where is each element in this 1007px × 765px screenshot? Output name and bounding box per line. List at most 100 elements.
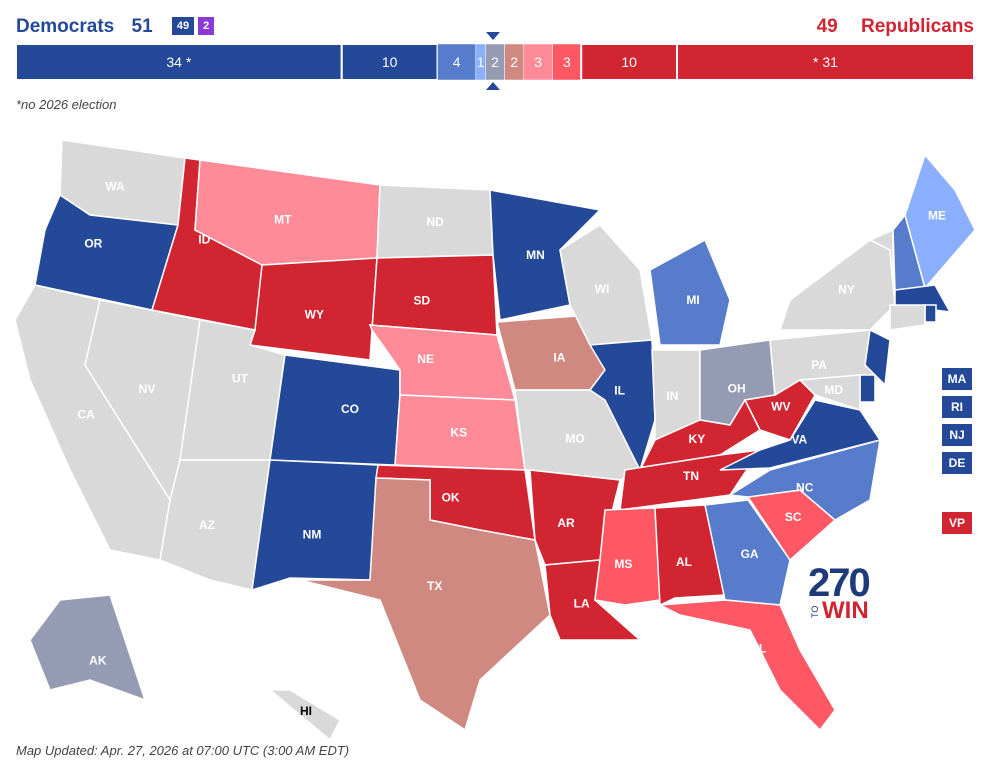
state-label: MD (824, 383, 843, 397)
state[interactable] (904, 153, 976, 290)
state[interactable] (704, 499, 791, 606)
bar-segment-label: 34 * (166, 54, 191, 70)
state[interactable] (29, 594, 201, 721)
logo-number: 270 (808, 561, 869, 605)
state-label: CA (77, 407, 95, 421)
state-label: NE (417, 352, 434, 366)
state-label: SC (785, 510, 802, 524)
state-label: MS (614, 557, 632, 571)
state-label: ID (198, 233, 210, 247)
state-label: IA (553, 350, 565, 364)
seat-bar: 34 * 10 4 1 2 2 3 3 10 * 31 (15, 32, 976, 90)
logo-to: TO (810, 606, 820, 618)
bar-segment-label: 1 (477, 54, 485, 70)
majority-marker (486, 82, 500, 90)
rep-label: Republicans (861, 16, 974, 37)
state[interactable] (368, 254, 498, 336)
bar-segment (552, 43, 582, 81)
state-label: NV (139, 382, 156, 396)
state[interactable] (657, 599, 836, 732)
bar-segment-label: 3 (563, 54, 571, 70)
state[interactable] (251, 459, 379, 592)
side-box[interactable] (942, 368, 972, 390)
seat-badge: 2 (198, 17, 215, 35)
bar-segment (523, 43, 553, 81)
bar-segment (676, 43, 976, 81)
state-label: FL (752, 641, 767, 655)
vp-box[interactable] (942, 512, 972, 534)
state[interactable] (719, 399, 882, 471)
bar-segment (340, 43, 439, 81)
state[interactable] (798, 374, 861, 412)
bar-segment (437, 43, 477, 81)
rep-header: 49 Republicans (817, 16, 974, 38)
bar-segment-label: 2 (510, 54, 518, 70)
state-label: CO (341, 402, 359, 416)
state-label: UT (232, 371, 249, 385)
bar-segment-label: 2 (491, 54, 499, 70)
state-label: OR (84, 236, 102, 250)
state[interactable] (654, 504, 726, 607)
state[interactable] (649, 238, 731, 346)
state[interactable] (864, 328, 891, 387)
state-label: OK (442, 491, 460, 505)
seat-badge: 49 (171, 17, 195, 35)
state-label: MI (686, 293, 699, 307)
note: *no 2026 election (16, 97, 117, 112)
state-label: GA (741, 547, 759, 561)
side-box[interactable] (942, 424, 972, 446)
state[interactable] (859, 374, 876, 403)
majority-marker (486, 32, 500, 40)
state-label: KS (450, 426, 467, 440)
side-box[interactable] (942, 452, 972, 474)
state[interactable] (267, 689, 341, 740)
side-box-label: NJ (949, 428, 964, 442)
vp-label: VP (949, 516, 965, 530)
footer: Map Updated: Apr. 27, 2026 at 07:00 UTC … (16, 743, 350, 758)
state-label: KY (689, 432, 706, 446)
state-label: HI (300, 704, 312, 718)
state[interactable] (269, 354, 401, 466)
state-label: AZ (199, 518, 215, 532)
bar-segment-label: 3 (534, 54, 542, 70)
state-label: AR (557, 516, 575, 530)
bar-segment-label: 10 (621, 54, 637, 70)
state-label: OH (728, 381, 746, 395)
state-label: AK (89, 654, 107, 668)
state-label: NC (796, 480, 814, 494)
state[interactable] (299, 477, 551, 732)
rep-total: 49 (816, 16, 838, 37)
us-map: WA OR CA NV ID MT WY UT AZ CO NM ND SD NE KS OK TX MN IA MO… (14, 139, 976, 740)
state[interactable] (619, 449, 762, 511)
state-label: WV (771, 400, 790, 414)
logo-win: WIN (822, 597, 869, 624)
side-box[interactable] (942, 396, 972, 418)
state-label: ND (426, 215, 444, 229)
state-label: WI (595, 282, 610, 296)
state-label: NM (303, 528, 322, 542)
state-label: SD (413, 294, 430, 308)
state-label: VA (791, 433, 807, 447)
state-label: ME (928, 209, 946, 223)
state-label: TN (683, 469, 699, 483)
state[interactable] (727, 438, 881, 521)
dem-header: Democrats 51 49 2 (16, 16, 215, 38)
state[interactable] (889, 304, 926, 331)
bar-segment-label: 10 (382, 54, 398, 70)
side-box-label: MA (948, 372, 967, 386)
state-label: PA (811, 358, 827, 372)
state-label: IN (666, 389, 678, 403)
state-label: LA (574, 596, 590, 610)
state[interactable] (924, 304, 937, 323)
state[interactable] (159, 459, 271, 591)
dem-label: Democrats (16, 16, 115, 37)
state-label: MO (565, 432, 584, 446)
bar-segment-label: 4 (453, 54, 461, 70)
state-label: TX (427, 579, 442, 593)
state-label: WA (105, 180, 125, 194)
state-label: WY (305, 308, 324, 322)
state[interactable] (868, 228, 894, 286)
state-label: MN (526, 248, 545, 262)
side-box-label: RI (951, 400, 963, 414)
